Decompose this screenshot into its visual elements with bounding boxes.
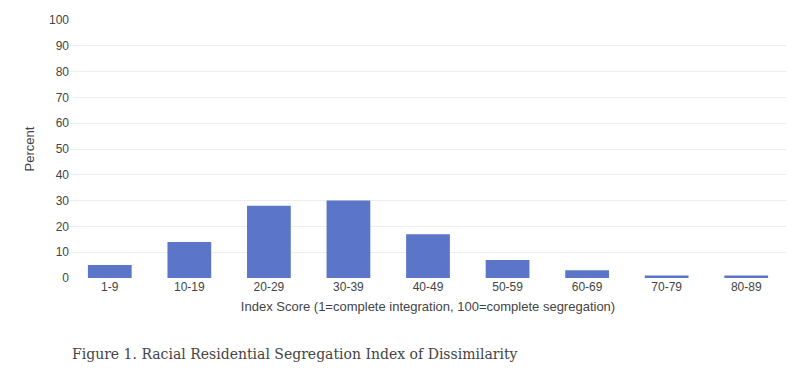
svg-text:40: 40 xyxy=(56,168,70,182)
svg-text:30-39: 30-39 xyxy=(333,280,364,294)
svg-text:80-89: 80-89 xyxy=(731,280,762,294)
svg-text:60-69: 60-69 xyxy=(572,280,603,294)
svg-text:Figure 1. Racial Residential S: Figure 1. Racial Residential Segregation… xyxy=(72,346,518,362)
svg-text:40-49: 40-49 xyxy=(413,280,444,294)
svg-text:20: 20 xyxy=(56,220,70,234)
svg-text:20-29: 20-29 xyxy=(254,280,285,294)
svg-text:10: 10 xyxy=(56,245,70,259)
svg-text:50: 50 xyxy=(56,142,70,156)
svg-text:70: 70 xyxy=(56,91,70,105)
svg-text:60: 60 xyxy=(56,116,70,130)
svg-text:80: 80 xyxy=(56,65,70,79)
svg-text:30: 30 xyxy=(56,194,70,208)
svg-text:0: 0 xyxy=(62,271,69,285)
svg-text:Index Score (1=complete integr: Index Score (1=complete integration, 100… xyxy=(241,299,615,314)
svg-text:90: 90 xyxy=(56,39,70,53)
svg-text:70-79: 70-79 xyxy=(651,280,682,294)
svg-text:50-59: 50-59 xyxy=(492,280,523,294)
svg-text:10-19: 10-19 xyxy=(174,280,205,294)
svg-text:100: 100 xyxy=(49,13,69,27)
svg-text:Percent: Percent xyxy=(22,126,37,171)
svg-text:1-9: 1-9 xyxy=(101,280,119,294)
